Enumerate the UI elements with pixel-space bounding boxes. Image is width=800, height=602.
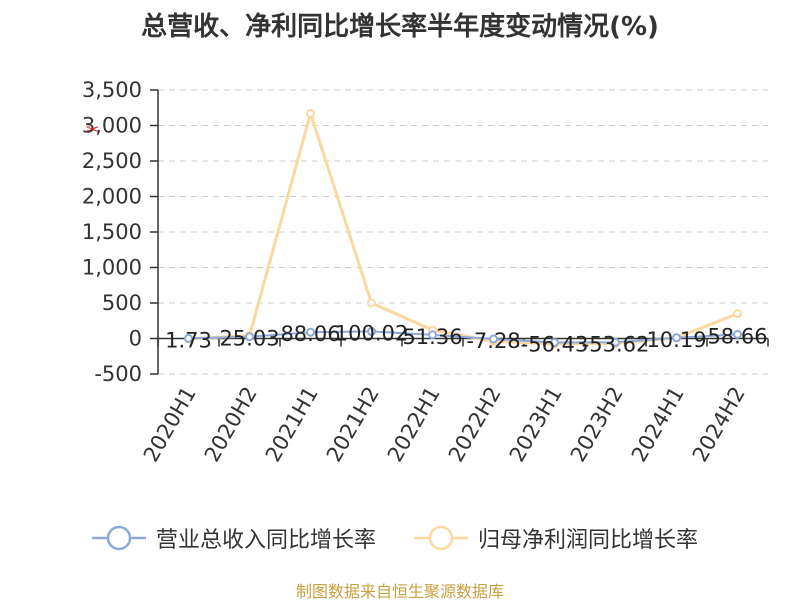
data-point[interactable] (184, 333, 193, 343)
x-tick-label: 2023H2 (566, 383, 628, 467)
data-point[interactable] (733, 329, 742, 339)
data-label: 25.03 (219, 327, 279, 351)
data-point[interactable] (245, 332, 254, 342)
data-point[interactable] (428, 330, 437, 340)
legend-item-net-profit[interactable]: 归母净利润同比增长率 (412, 520, 698, 556)
data-label: -53.62 (582, 332, 650, 356)
x-tick-label: 2024H1 (627, 383, 689, 467)
data-point[interactable] (489, 334, 498, 344)
legend-line-marker-net-profit (414, 525, 468, 551)
data-point[interactable] (367, 298, 376, 308)
data-label: -7.28 (466, 329, 520, 353)
y-tick-label: 0 (129, 327, 142, 351)
series-line-1 (188, 111, 739, 346)
series-line-0 (188, 330, 738, 344)
legend-label-net-profit: 归母净利润同比增长率 (478, 528, 699, 553)
x-tick-label: 2022H2 (444, 383, 506, 467)
data-label: 100.02 (335, 321, 408, 345)
scissors-icon[interactable]: ✂ (86, 120, 100, 139)
y-tick-label: 500 (102, 291, 142, 315)
data-point[interactable] (367, 326, 376, 336)
chart-title: 总营收、净利同比增长率半年度变动情况(%) (141, 12, 659, 42)
data-label: 58.66 (707, 324, 767, 348)
data-point[interactable] (306, 327, 315, 337)
y-tick-label: 2,500 (82, 149, 142, 173)
x-tick-label: 2021H1 (261, 383, 323, 467)
x-tick-label: 2020H2 (200, 383, 262, 467)
source-note: 制图数据来自恒生聚源数据库 (295, 582, 504, 601)
data-point[interactable] (611, 337, 620, 347)
data-point[interactable] (550, 338, 559, 348)
data-label: 51.36 (402, 325, 462, 349)
axes: -500 0 500 1,000 1,500 2,000 2,500 3,000 3,500 20… (82, 78, 769, 467)
x-tick-label: 2024H2 (688, 383, 750, 467)
data-label: 1.73 (165, 328, 212, 352)
data-label: 88.06 (280, 322, 340, 346)
x-tick-label: 2023H1 (505, 383, 567, 467)
y-tick-label: -500 (94, 362, 142, 386)
data-label: 10.19 (646, 328, 706, 352)
series-layer (184, 108, 742, 349)
legend-item-revenue[interactable]: 营业总收入同比增长率 (90, 520, 376, 556)
data-point[interactable] (672, 333, 681, 343)
legend-line-marker-revenue (92, 525, 146, 551)
legend-label-revenue: 营业总收入同比增长率 (156, 528, 377, 553)
y-tick-label: 3,500 (82, 78, 142, 102)
x-tick-label: 2021H2 (322, 383, 384, 467)
x-tick-label: 2020H1 (139, 383, 201, 467)
y-tick-label: 1,500 (82, 220, 142, 244)
y-tick-label: 3,000 (82, 114, 142, 138)
y-tick-label: 2,000 (82, 185, 142, 209)
data-label: -56.43 (521, 333, 589, 357)
data-point[interactable] (306, 108, 315, 118)
legend: 营业总收入同比增长率 归母净利润同比增长率 (0, 520, 800, 556)
x-tick-label: 2022H1 (383, 383, 445, 467)
y-tick-label: 1,000 (82, 256, 142, 280)
data-point[interactable] (733, 309, 742, 319)
